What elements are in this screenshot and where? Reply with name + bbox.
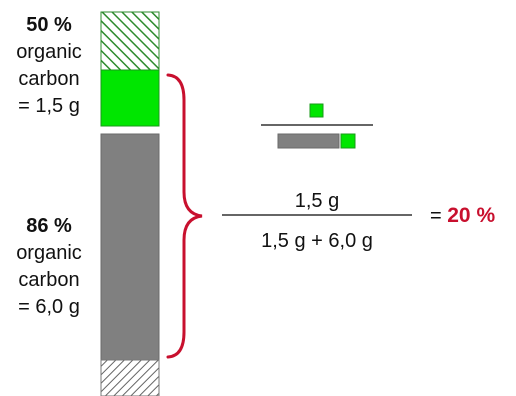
bottom-label-line3: = 6,0 g	[18, 296, 80, 318]
bottom-label-line1: organic	[16, 242, 82, 264]
formula-result: = 20 %	[430, 204, 495, 228]
bar-gray-segment	[100, 133, 160, 361]
top-label-line3: = 1,5 g	[18, 95, 80, 117]
top-percent: 50 %	[26, 14, 72, 36]
bar-green-segment	[100, 69, 160, 127]
bar-bottom-hatched-segment	[100, 359, 160, 396]
top-label-line2: carbon	[18, 68, 80, 90]
formula-numerator: 1,5 g	[294, 190, 340, 212]
icon-denominator-green-square	[340, 133, 356, 149]
formula-denominator: 1,5 g + 6,0 g	[261, 230, 373, 252]
icon-denominator-gray-bar	[277, 133, 340, 149]
bottom-label-line2: carbon	[18, 269, 80, 291]
bottom-percent: 86 %	[26, 215, 72, 237]
curly-brace	[166, 73, 203, 359]
icon-numerator-green-square	[309, 103, 324, 118]
bottom-segment-label: 86 % organic carbon = 6,0 g	[0, 213, 98, 321]
bar-top-hatched-segment	[100, 11, 160, 71]
top-segment-label: 50 % organic carbon = 1,5 g	[0, 12, 98, 120]
equals-sign: =	[430, 205, 442, 227]
top-label-line1: organic	[16, 41, 82, 63]
result-value: 20 %	[447, 204, 496, 227]
